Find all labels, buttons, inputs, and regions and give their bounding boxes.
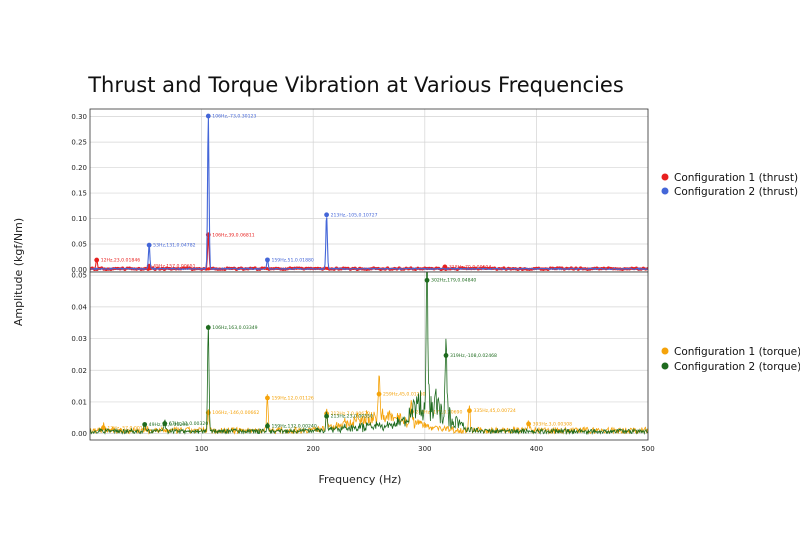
- chart-title: Thrust and Torque Vibration at Various F…: [87, 73, 624, 97]
- torque-peak-marker: [100, 425, 106, 431]
- torque-peak-label: 159Hz,12,0.01126: [271, 395, 313, 401]
- thrust-legend: Configuration 1 (thrust) Configuration 2…: [661, 172, 798, 198]
- x-tick-label: 100: [195, 445, 208, 453]
- thrust-peak-label: 53Hz,131,0.04782: [153, 243, 195, 249]
- torque-peak-label: 259Hz,45,0.01250: [383, 392, 425, 398]
- torque-peak-marker: [424, 277, 430, 283]
- torque-peak-marker: [162, 421, 168, 426]
- torque-peak-marker: [205, 325, 211, 330]
- thrust-peak-label: 213Hz,-105,0.10727: [331, 212, 378, 218]
- torque-peak-marker: [265, 395, 270, 401]
- torque-peak-marker: [376, 391, 382, 397]
- thrust-peak-label: 45Hz,157,0.00651: [153, 264, 195, 270]
- x-tick-label: 200: [307, 445, 320, 453]
- thrust-peak-marker: [205, 113, 211, 119]
- y-axis-label: Amplitude (kgf/Nm): [12, 218, 25, 326]
- thrust-peak-label: 12Hz,23,0.01846: [101, 258, 141, 264]
- thrust-series-group: 12Hz,23,0.01846 45Hz,157,0.00651 106Hz,39,…: [90, 113, 648, 272]
- thrust-y-tick-label: 0.15: [71, 190, 87, 198]
- x-tick-label: 400: [530, 445, 543, 453]
- thrust-panel: 0.000.050.100.150.200.250.3012Hz,23,0.01…: [71, 108, 649, 274]
- torque-peak-marker: [324, 413, 329, 419]
- thrust-peak-label: 159Hz,51,0.01880: [271, 257, 313, 263]
- torque-panel: 100 200 300 400 5000.000.010.020.030.040.051…: [71, 271, 655, 453]
- torque-y-tick-label: 0.02: [71, 367, 87, 375]
- torque-legend: Configuration 1 (torque) Configuration 2…: [661, 346, 800, 373]
- thrust-y-tick-label: 0.05: [71, 240, 87, 248]
- legend-label-config1-thrust: Configuration 1 (thrust): [674, 172, 798, 184]
- torque-series-group: 12Hz,-57,0.00180 106Hz,-146,0.00662 159Hz,…: [90, 272, 648, 436]
- torque-peak-marker: [443, 353, 449, 358]
- thrust-y-tick-label: 0.00: [71, 266, 87, 274]
- thrust-peak-marker: [146, 242, 152, 248]
- thrust-y-tick-label: 0.25: [71, 139, 87, 147]
- torque-peak-label: 393Hz,3,0.00308: [533, 421, 573, 427]
- torque-y-tick-label: 0.04: [71, 303, 87, 311]
- torque-y-tick-label: 0.05: [71, 272, 87, 280]
- torque-peak-marker: [526, 421, 531, 427]
- legend-marker-config2-torque: [661, 362, 669, 370]
- legend-label-config2-torque: Configuration 2 (torque): [674, 361, 800, 373]
- x-tick-label: 500: [641, 445, 654, 453]
- thrust-plot-area: [90, 109, 648, 272]
- thrust-y-tick-label: 0.10: [71, 215, 87, 223]
- thrust-peak-label: 106Hz,-73,0.30123: [212, 114, 256, 120]
- torque-peak-label: 319Hz,-108,0.02468: [450, 353, 497, 359]
- torque-peak-label: 159Hz,132,0.00240: [271, 424, 316, 430]
- torque-peak-label: 213Hz,23,0.00550: [331, 414, 373, 420]
- torque-peak-label: 106Hz,163,0.03349: [212, 325, 257, 331]
- thrust-series-2-line: [90, 117, 648, 271]
- torque-peak-label: 212Hz,7,0.00630: [331, 411, 371, 417]
- x-axis-label: Frequency (Hz): [319, 473, 402, 486]
- torque-axes-frame: [89, 271, 649, 441]
- torque-peak-marker: [467, 408, 472, 414]
- torque-peak-label: 288Hz,-172,0.00690: [415, 409, 462, 415]
- torque-series-2-line: [90, 272, 648, 436]
- torque-plot-area: [90, 272, 648, 440]
- torque-y-tick-label: 0.01: [71, 398, 87, 406]
- x-tick-label: 300: [418, 445, 431, 453]
- torque-peak-label: 12Hz,-57,0.00180: [107, 425, 148, 431]
- torque-peak-label: 106Hz,-146,0.00662: [212, 410, 259, 416]
- thrust-peak-marker: [94, 257, 100, 263]
- thrust-peak-label: 318Hz,70,0.00504: [449, 264, 491, 270]
- legend-label-config1-torque: Configuration 1 (torque): [674, 346, 800, 358]
- torque-peak-marker: [265, 423, 270, 429]
- thrust-y-tick-label: 0.20: [71, 164, 87, 172]
- thrust-peak-label: 106Hz,39,0.06811: [212, 232, 254, 238]
- legend-marker-config1-torque: [661, 347, 669, 355]
- torque-peak-label: 67Hz,31,0.00320: [169, 421, 209, 427]
- thrust-y-tick-label: 0.30: [71, 113, 87, 121]
- torque-peak-marker: [142, 422, 148, 427]
- thrust-peak-marker: [324, 212, 329, 218]
- legend-label-config2-thrust: Configuration 2 (thrust): [674, 186, 798, 198]
- torque-peak-label: 335Hz,45,0.00724: [473, 408, 515, 414]
- torque-y-tick-label: 0.03: [71, 335, 87, 343]
- legend-marker-config2-thrust: [661, 187, 669, 195]
- thrust-peak-marker: [265, 257, 270, 263]
- torque-peak-label: 302Hz,179,0.04840: [431, 278, 476, 284]
- torque-y-tick-label: 0.00: [71, 430, 87, 438]
- torque-peak-label: 49Hz,12,0.00290: [149, 422, 189, 428]
- legend-marker-config1-thrust: [661, 173, 669, 181]
